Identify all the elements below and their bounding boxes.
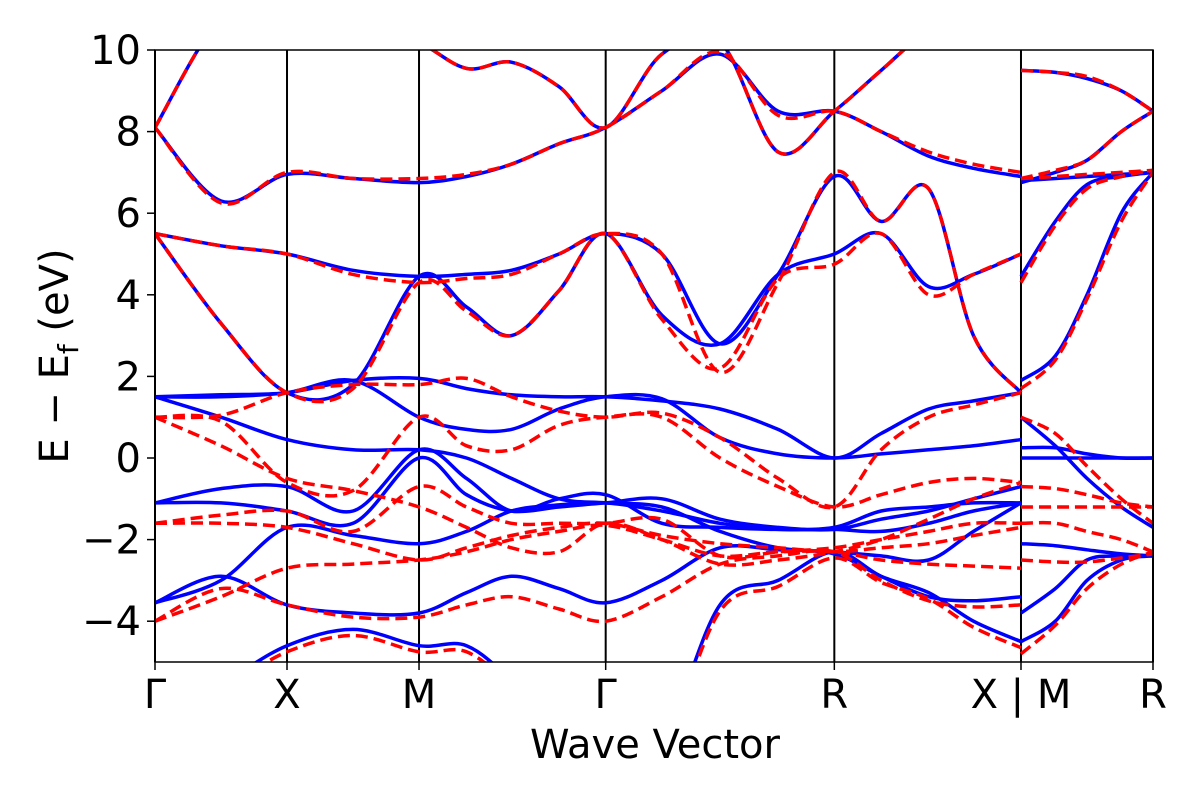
y-label-subscript: f (52, 343, 85, 354)
y-tick-label: 6 (116, 191, 141, 237)
x-tick-label: R (820, 672, 848, 718)
x-tick-label: X (273, 672, 300, 718)
axes-layer: −4 −2 0 2 4 6 8 10 Γ X M Γ R X | M R (82, 28, 1167, 718)
band-line (263, 556, 1022, 662)
y-label-part: E − E (32, 354, 78, 464)
x-tick-label: X | M (971, 672, 1072, 718)
y-tick-label: 10 (90, 28, 141, 74)
y-tick-label: 0 (116, 436, 141, 482)
x-tick-label: M (402, 672, 437, 718)
band-line (155, 412, 1153, 525)
band-line (155, 548, 1153, 656)
y-tick-label: 2 (116, 354, 141, 400)
y-tick-label: 4 (116, 273, 141, 319)
x-axis-label: Wave Vector (530, 722, 781, 768)
y-tick-label: −2 (82, 518, 141, 564)
band-line (155, 395, 1153, 564)
band-line (155, 168, 1153, 404)
band-line (155, 171, 1153, 510)
band-line (155, 50, 1153, 206)
x-tick-label: Γ (595, 672, 618, 718)
x-tick-label: R (1139, 672, 1167, 718)
band-line (155, 50, 1153, 181)
bands (155, 50, 1153, 662)
y-tick-label: −4 (82, 599, 141, 645)
band-line (155, 168, 1153, 394)
plot-frame (154, 49, 1154, 663)
x-tick-label: Γ (144, 672, 167, 718)
y-label-part: (eV) (32, 248, 78, 344)
y-axis-label: E − Ef (eV) (32, 248, 85, 463)
y-tick-label: 8 (116, 110, 141, 156)
